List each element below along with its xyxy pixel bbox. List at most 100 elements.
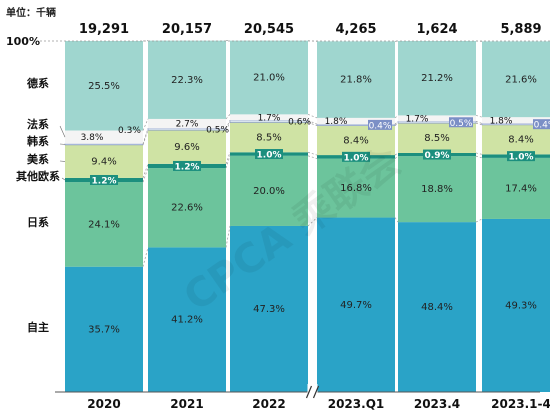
segment-label: 21.8% xyxy=(340,75,372,86)
connector-line xyxy=(225,114,231,120)
segment-label: 35.7% xyxy=(88,324,120,335)
segment-label: 22.3% xyxy=(171,75,203,86)
segment-label: 8.4% xyxy=(508,135,533,146)
leader-line xyxy=(59,125,66,138)
total-label: 4,265 xyxy=(335,22,376,37)
bar-segment xyxy=(482,218,550,392)
connector-line xyxy=(225,225,231,248)
segment-label: 0.4% xyxy=(369,121,392,131)
segment-label: 22.6% xyxy=(171,203,203,214)
series-label: 韩系 xyxy=(27,134,49,148)
x-tick-label: 2020 xyxy=(87,397,120,411)
bar-segment xyxy=(317,217,395,392)
bar-segment xyxy=(65,182,143,267)
segment-label: 21.0% xyxy=(253,73,285,84)
connector-line xyxy=(225,122,231,131)
connector-line xyxy=(142,118,149,131)
bar-segment xyxy=(148,130,226,164)
segment-label: 20.0% xyxy=(253,186,285,197)
segment-label: 2.7% xyxy=(176,120,199,130)
segment-label: 0.6% xyxy=(288,117,311,127)
bar-segment xyxy=(398,123,476,153)
segment-label: 9.6% xyxy=(174,142,199,153)
segment-label: 0.9% xyxy=(425,151,450,161)
x-tick-label: 2022 xyxy=(252,397,285,411)
connector-line xyxy=(394,152,399,156)
bar-segment xyxy=(398,41,476,116)
series-label: 自主 xyxy=(27,320,49,334)
series-label: 法系 xyxy=(27,117,49,131)
segment-label: 49.7% xyxy=(340,300,372,311)
connector-line xyxy=(307,122,318,126)
bar-segment xyxy=(65,130,143,144)
total-label: 1,624 xyxy=(416,22,457,37)
connector-line xyxy=(142,167,149,183)
segment-label: 0.3% xyxy=(118,126,141,136)
axis-break-mark xyxy=(312,385,320,399)
label-box xyxy=(449,117,473,128)
segment-label: 1.0% xyxy=(257,151,282,161)
connector-line xyxy=(307,120,318,125)
bar-segment xyxy=(230,155,308,226)
label-box xyxy=(533,119,550,130)
segment-label: 49.3% xyxy=(505,300,537,311)
segment-label: 3.8% xyxy=(81,133,104,143)
bar-segment xyxy=(230,40,308,115)
label-box xyxy=(368,119,392,130)
connector-line xyxy=(394,217,399,223)
axis-break-mark xyxy=(305,385,313,399)
segment-label: 9.4% xyxy=(91,156,116,167)
y-top-label: 100% xyxy=(6,35,40,48)
segment-label: 8.4% xyxy=(343,135,368,146)
bar-segment xyxy=(65,41,143,131)
total-label: 5,889 xyxy=(500,22,541,37)
segment-label: 1.8% xyxy=(490,116,513,126)
connector-line xyxy=(225,152,231,164)
connector-line xyxy=(307,155,318,159)
segment-label: 24.1% xyxy=(88,219,120,230)
segment-label: 0.4% xyxy=(534,121,550,131)
unit-label: 单位：千辆 xyxy=(6,8,56,19)
bar-segment xyxy=(148,40,226,119)
connector-line xyxy=(142,163,149,179)
series-label: 美系 xyxy=(27,152,49,166)
connector-line xyxy=(475,121,483,124)
bar-segment xyxy=(317,125,395,156)
segment-label: 1.2% xyxy=(92,176,117,186)
connector-line xyxy=(394,121,399,125)
segment-label: 1.0% xyxy=(509,153,534,163)
label-box xyxy=(342,151,370,162)
label-box xyxy=(90,174,118,185)
connector-line xyxy=(475,122,483,126)
x-tick-label: 2021 xyxy=(170,397,203,411)
bar-segment xyxy=(230,225,308,392)
label-box xyxy=(173,160,201,171)
connector-line xyxy=(307,151,318,156)
label-box xyxy=(507,151,535,162)
bar-segment xyxy=(65,266,143,392)
bar-segment xyxy=(148,168,226,248)
segment-label: 1.7% xyxy=(406,114,429,124)
total-label: 19,291 xyxy=(79,22,129,37)
segment-label: 1.0% xyxy=(344,153,369,163)
connector-line xyxy=(142,247,149,267)
segment-label: 47.3% xyxy=(253,304,285,315)
bar-segment xyxy=(398,222,476,392)
connector-line xyxy=(394,115,399,119)
connector-line xyxy=(142,130,149,146)
axis-break-gap xyxy=(307,384,318,400)
segment-label: 1.7% xyxy=(258,113,281,123)
bar-segment xyxy=(64,143,144,146)
bar-segment xyxy=(482,117,550,124)
bar-segment xyxy=(398,156,476,223)
series-label: 其他欧系 xyxy=(16,169,60,183)
connector-line xyxy=(394,122,399,126)
connector-line xyxy=(225,120,231,129)
segment-label: 25.5% xyxy=(88,81,120,92)
segment-label: 41.2% xyxy=(171,315,203,326)
label-box xyxy=(423,149,451,160)
connector-line xyxy=(475,115,483,118)
leader-line xyxy=(61,177,66,181)
bar-segment xyxy=(482,124,550,155)
